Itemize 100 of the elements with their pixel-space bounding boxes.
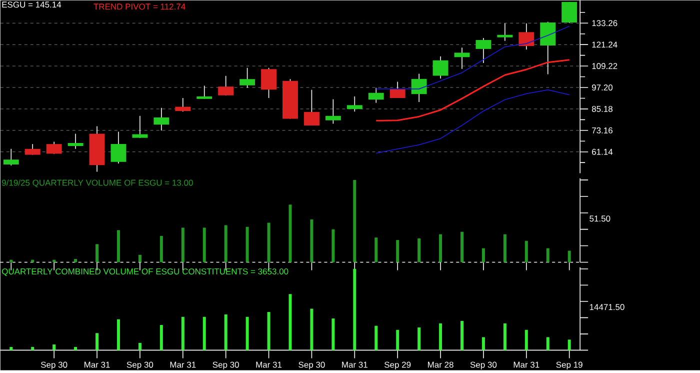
bar xyxy=(288,294,292,350)
x-tick-label: Mar 28 xyxy=(428,362,454,368)
x-tick-label: Sep 30 xyxy=(298,362,325,370)
bar xyxy=(396,240,400,262)
x-tick-label: Mar 31 xyxy=(84,362,110,368)
bar xyxy=(353,268,356,350)
bar xyxy=(116,319,120,350)
bar xyxy=(202,228,206,262)
x-tick-label: Sep 30 xyxy=(470,362,497,370)
candlestick xyxy=(46,141,62,154)
candlestick xyxy=(476,38,492,64)
bar xyxy=(546,248,550,262)
bar xyxy=(138,254,142,262)
bar xyxy=(546,337,550,350)
y-tick-label: 73.16 xyxy=(592,128,612,134)
bar xyxy=(52,344,56,350)
x-tick-label: Sep 30 xyxy=(41,362,68,370)
bar xyxy=(396,330,400,350)
bar xyxy=(310,308,314,350)
bar xyxy=(288,204,292,262)
bar xyxy=(332,318,335,350)
bar xyxy=(224,225,228,262)
candlestick xyxy=(132,116,148,138)
bar xyxy=(74,347,78,350)
candlestick xyxy=(540,22,556,75)
line-series xyxy=(375,59,570,122)
line-series xyxy=(376,89,570,154)
y-tick-label: 133.26 xyxy=(592,20,618,26)
bar xyxy=(202,316,206,350)
bar xyxy=(418,328,421,350)
chart-title: ESGU = 145.14 xyxy=(2,2,62,8)
candlestick xyxy=(175,98,191,112)
bar xyxy=(374,326,378,350)
bar xyxy=(31,347,34,350)
bar xyxy=(181,228,184,262)
bar xyxy=(267,312,270,350)
candlestick xyxy=(518,23,534,50)
bar xyxy=(224,314,228,350)
bar xyxy=(160,325,163,350)
candlestick xyxy=(497,23,513,42)
bar xyxy=(74,259,78,262)
candlestick xyxy=(68,133,84,150)
x-tick-label: Mar 31 xyxy=(514,362,540,368)
bar xyxy=(439,323,442,350)
bar xyxy=(116,230,120,262)
candlestick xyxy=(240,68,256,88)
chart-title: 9/19/25 QUARTERLY VOLUME OF ESGU = 13.00 xyxy=(2,180,193,188)
chart-title: QUARTERLY COMBINED VOLUME OF ESGU CONSTITUENTS = 3653.00 xyxy=(2,268,288,276)
text: 51.50 xyxy=(590,216,610,222)
bar xyxy=(503,234,506,262)
candlestick xyxy=(110,131,126,164)
bar xyxy=(524,240,528,262)
bar xyxy=(353,180,356,262)
candlestick xyxy=(218,76,234,96)
bar xyxy=(332,229,335,262)
bar xyxy=(524,330,528,350)
bar xyxy=(568,250,571,262)
text: TREND PIVOT = 112.74 xyxy=(94,4,186,10)
bar xyxy=(374,238,378,262)
candlestick xyxy=(432,56,448,80)
y-tick-label: 85.18 xyxy=(592,106,612,112)
candlestick xyxy=(3,148,19,166)
candlestick xyxy=(411,73,427,102)
bar xyxy=(460,232,464,262)
candlestick xyxy=(368,88,384,104)
bar xyxy=(246,226,249,262)
x-tick-label: Sep 29 xyxy=(384,362,411,370)
y-tick-label: 97.20 xyxy=(592,84,613,91)
x-tick-label: Mar 31 xyxy=(256,362,282,368)
candlestick xyxy=(304,90,320,126)
bar xyxy=(96,244,99,262)
bar xyxy=(10,347,13,350)
x-tick-label: Sep 19 xyxy=(556,362,582,370)
bar xyxy=(246,316,249,350)
bar xyxy=(460,321,464,350)
bar xyxy=(568,340,571,350)
bar xyxy=(439,234,442,262)
text: 14471.50 xyxy=(590,304,624,310)
y-tick-label: 109.22 xyxy=(592,63,618,70)
candlestick xyxy=(325,98,341,124)
bar xyxy=(482,248,485,262)
x-tick-label: Sep 30 xyxy=(126,362,154,370)
candlestick xyxy=(454,47,470,70)
candlestick xyxy=(196,85,212,100)
candlestick xyxy=(154,108,170,132)
candlestick xyxy=(261,68,276,99)
bar xyxy=(96,333,99,350)
x-tick-label: Mar 31 xyxy=(342,362,368,368)
x-tick-label: Sep 30 xyxy=(212,362,239,370)
bar xyxy=(138,343,142,350)
y-tick-label: 121.24 xyxy=(592,42,618,48)
bar xyxy=(267,222,270,262)
candlestick xyxy=(346,96,362,112)
bar xyxy=(503,323,506,350)
x-tick-label: Mar 31 xyxy=(170,362,196,368)
bar xyxy=(482,337,485,350)
bar xyxy=(418,238,421,262)
candlestick xyxy=(390,82,406,99)
bar xyxy=(310,220,314,262)
bar xyxy=(181,316,184,350)
